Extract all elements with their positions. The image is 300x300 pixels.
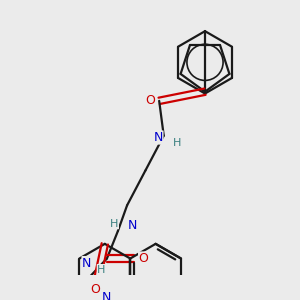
Text: O: O <box>139 252 148 265</box>
Text: H: H <box>110 219 118 229</box>
Text: O: O <box>145 94 155 107</box>
Text: N: N <box>128 219 137 232</box>
Text: N: N <box>102 290 111 300</box>
Text: H: H <box>172 138 181 148</box>
Text: O: O <box>91 283 100 296</box>
Text: H: H <box>97 265 106 275</box>
Text: N: N <box>82 256 92 270</box>
Text: N: N <box>154 131 163 144</box>
